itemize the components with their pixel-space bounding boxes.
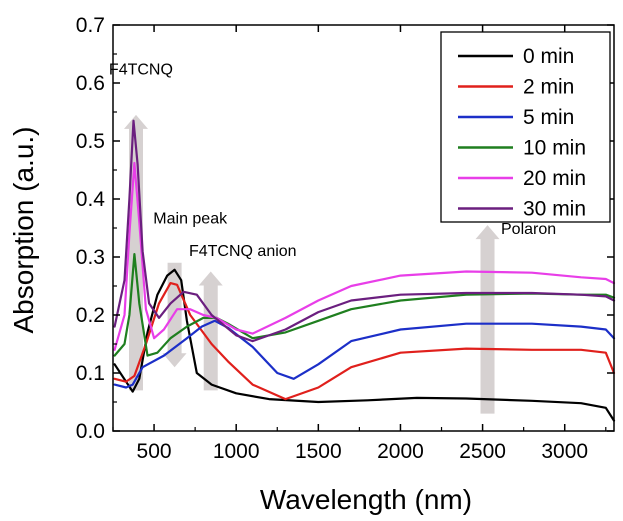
- y-tick-label-4: 0.4: [76, 188, 106, 211]
- series-line-30-min: [113, 119, 616, 343]
- y-tick-label-1: 0.1: [76, 362, 105, 385]
- y-tick-label-5: 0.5: [76, 130, 105, 153]
- legend-label-4: 20 min: [523, 167, 586, 190]
- x-tick-label-3: 2000: [377, 440, 424, 463]
- legend-layer: 0 min 2 min 5 min 10 min 20 min 30 min: [440, 31, 611, 223]
- y-tick-label-6: 0.6: [76, 72, 105, 95]
- legend-label-2: 5 min: [523, 106, 574, 129]
- legend-label-1: 2 min: [523, 76, 574, 99]
- y-tick-label-3: 0.3: [76, 246, 105, 269]
- y-tick-label-7: 0.7: [76, 14, 105, 37]
- annotation-label-1: Main peak: [153, 210, 228, 227]
- y-tick-label-0: 0.0: [76, 420, 105, 443]
- legend-box: [440, 31, 611, 223]
- y-axis-title: Absorption (a.u.): [8, 127, 39, 334]
- legend-label-5: 30 min: [523, 198, 586, 221]
- legend-label-3: 10 min: [523, 137, 586, 160]
- x-tick-label-1: 1000: [213, 440, 260, 463]
- series-line-2-min: [113, 282, 616, 401]
- series-line-0-min: [113, 268, 616, 422]
- series-line-5-min: [113, 319, 616, 389]
- x-tick-label-5: 3000: [541, 440, 588, 463]
- x-tick-label-2: 1500: [295, 440, 342, 463]
- x-tick-label-0: 500: [137, 440, 172, 463]
- annotation-label-3: Polaron: [501, 221, 556, 238]
- series-layer: [113, 119, 616, 422]
- annotation-arrow-3: [475, 225, 500, 414]
- x-tick-label-4: 2500: [459, 440, 506, 463]
- annotation-label-0: F4TCNQ: [109, 61, 173, 78]
- annotation-label-2: F4TCNQ anion: [189, 243, 297, 260]
- y-tick-label-2: 0.2: [76, 304, 105, 327]
- x-axis-title: Wavelength (nm): [260, 484, 472, 515]
- legend-label-0: 0 min: [523, 45, 574, 68]
- annotation-arrow-2: [198, 271, 223, 391]
- axes-layer: 500 1000 1500 2000 2500 3000 0.0 0.1 0.2 0.3 0.4 0.…: [76, 14, 615, 463]
